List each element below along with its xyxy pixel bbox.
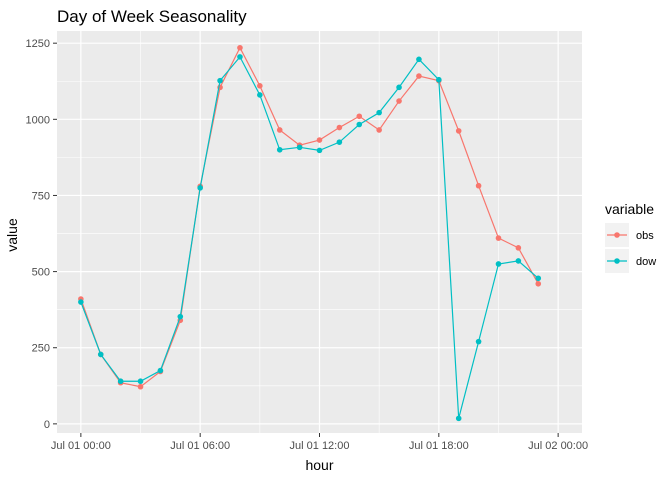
chart-title: Day of Week Seasonality xyxy=(57,7,247,26)
data-point-dow xyxy=(237,54,243,60)
y-tick-label: 250 xyxy=(32,343,50,355)
y-axis: 0 250 500 750 1000 1250 xyxy=(26,38,57,431)
data-point-dow xyxy=(157,367,164,374)
y-tick-label: 1250 xyxy=(26,38,50,50)
data-point-obs xyxy=(495,235,502,241)
series-line-dow xyxy=(80,55,539,419)
data-point-dow xyxy=(495,261,502,267)
x-tick-label: Jul 01 00:00 xyxy=(51,440,111,452)
data-point-dow xyxy=(177,313,184,320)
data-point-obs xyxy=(455,128,462,134)
data-point-obs xyxy=(356,113,363,120)
y-tick-label: 0 xyxy=(44,419,50,431)
x-tick-label: Jul 01 06:00 xyxy=(170,440,230,452)
data-point-dow xyxy=(316,147,323,154)
data-point-dow xyxy=(455,415,462,422)
x-axis: Jul 01 00:00 Jul 01 06:00 Jul 01 12:00 Jul … xyxy=(51,433,588,452)
x-tick-label: Jul 01 12:00 xyxy=(290,440,350,452)
data-point-dow xyxy=(535,275,542,282)
data-point-dow xyxy=(117,378,124,385)
legend-title: variable xyxy=(605,201,654,217)
data-point-obs xyxy=(316,137,323,143)
legend-label-obs: obs xyxy=(636,230,654,242)
data-point-dow xyxy=(356,121,363,128)
data-point-obs xyxy=(336,124,343,131)
x-axis-title: hour xyxy=(305,457,333,473)
data-point-obs xyxy=(137,383,144,390)
y-tick-label: 500 xyxy=(32,267,50,279)
data-point-dow xyxy=(97,351,104,358)
data-point-dow xyxy=(336,139,343,145)
data-point-obs xyxy=(535,280,542,287)
plot-panel xyxy=(57,31,582,433)
data-point-dow xyxy=(276,146,283,153)
legend: variable obs dow xyxy=(605,201,656,273)
data-point-obs xyxy=(276,127,283,133)
data-point-dow xyxy=(257,92,263,98)
data-point-dow xyxy=(217,77,223,84)
y-tick-label: 750 xyxy=(32,190,50,202)
data-point-dow xyxy=(515,258,522,264)
data-point-obs xyxy=(257,83,263,89)
series-line-obs xyxy=(80,46,539,388)
x-tick-label: Jul 02 00:00 xyxy=(528,440,588,452)
legend-label-dow: dow xyxy=(636,256,656,268)
legend-point-obs xyxy=(614,232,620,238)
y-tick-label: 1000 xyxy=(26,114,50,126)
data-point-dow xyxy=(137,378,144,385)
legend-point-dow xyxy=(614,258,620,264)
data-point-dow xyxy=(436,76,442,83)
data-point-dow xyxy=(78,299,84,305)
y-axis-title: value xyxy=(4,218,20,252)
data-point-dow xyxy=(396,84,402,91)
data-point-obs xyxy=(475,182,482,189)
data-point-dow xyxy=(416,56,422,63)
data-point-obs xyxy=(237,44,243,51)
data-point-obs xyxy=(376,127,382,133)
data-point-dow xyxy=(197,185,203,191)
x-tick-label: Jul 01 18:00 xyxy=(409,440,469,452)
data-point-dow xyxy=(296,144,303,151)
series-layer xyxy=(78,44,542,422)
data-point-dow xyxy=(376,109,382,116)
data-point-dow xyxy=(475,338,482,345)
data-point-obs xyxy=(416,73,422,79)
data-point-obs xyxy=(396,98,402,104)
data-point-obs xyxy=(515,245,522,251)
